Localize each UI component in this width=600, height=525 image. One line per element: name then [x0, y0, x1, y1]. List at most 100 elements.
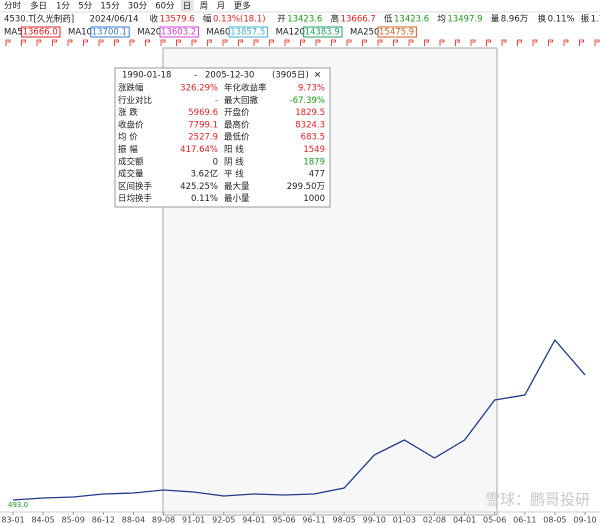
tab[interactable]: 1分	[56, 2, 70, 12]
stat-value: 2527.9	[188, 133, 218, 143]
range-sep: -	[194, 71, 197, 81]
stat-value: 683.5	[301, 133, 325, 143]
ma-name: MA250	[350, 28, 379, 38]
stat-value: 1549	[303, 145, 325, 155]
tab[interactable]: 60分	[155, 2, 175, 12]
x-tick-label: 91-01	[182, 516, 205, 525]
info-label: 换	[538, 14, 547, 25]
flag	[52, 39, 57, 46]
info-label: 均	[437, 14, 446, 25]
ma-name: MA10	[68, 28, 92, 38]
flag	[269, 39, 274, 46]
stat-label: 均 价	[118, 132, 138, 143]
flag	[393, 39, 398, 46]
x-tick-label: 01-03	[393, 516, 416, 525]
ma-name: MA5	[4, 28, 23, 38]
stat-value: 1000	[303, 194, 325, 204]
flag	[331, 39, 336, 46]
stat-label: 成交额	[118, 156, 144, 167]
x-tick-label: 88-04	[122, 516, 145, 525]
stat-label: 涨 跌	[118, 107, 138, 118]
info-value: 13497.9	[447, 15, 482, 25]
info-value: 1.79%	[591, 15, 600, 25]
info-value: 13666.7	[341, 15, 376, 25]
ma-value: 13666.0	[23, 28, 58, 38]
ma-name: MA120	[276, 28, 305, 38]
info-label: 高	[331, 14, 340, 25]
flag	[5, 39, 11, 46]
stat-value: 3.62亿	[191, 169, 218, 180]
ma-box	[377, 26, 417, 38]
info-value: 0.13%(18.1)	[213, 15, 266, 25]
tab[interactable]: 更多	[234, 1, 252, 12]
stat-value: 477	[309, 170, 325, 180]
stat-value: 8324.3	[295, 120, 325, 130]
tab[interactable]: 周	[200, 2, 209, 12]
ma-box	[90, 26, 130, 38]
flag	[176, 39, 181, 46]
ma-value: 13857.5	[230, 28, 265, 38]
stat-value: 7799.1	[188, 120, 218, 130]
x-tick-label: 04-01	[453, 516, 476, 525]
tab[interactable]: 5分	[78, 2, 92, 12]
tab[interactable]: 分时	[4, 1, 22, 12]
range-start: 1990-01-18	[122, 71, 171, 81]
stat-value: -	[215, 96, 218, 106]
flag	[253, 39, 259, 46]
stat-value: 326.29%	[180, 84, 218, 94]
range-end: 2005-12-30	[205, 71, 254, 81]
flag	[532, 39, 538, 46]
watermark: 雪球：鹏哥投研	[485, 491, 590, 509]
info-label: 开	[277, 15, 286, 25]
tab[interactable]: 15分	[100, 2, 120, 12]
flag	[191, 39, 197, 46]
ma-box	[303, 26, 343, 38]
flag	[67, 39, 73, 46]
ma-box	[228, 26, 269, 38]
flag	[160, 39, 166, 46]
stat-label: 最小量	[224, 193, 250, 204]
flag	[129, 39, 135, 46]
info-value: 0.11%	[548, 15, 575, 25]
ma-name: MA20	[137, 28, 161, 38]
stat-value: 0.11%	[191, 194, 218, 204]
info-value: 8.96万	[501, 15, 528, 25]
close[interactable]: ✕	[314, 71, 321, 81]
x-tick-label: 83-01	[1, 516, 24, 525]
flag	[207, 39, 212, 46]
stat-label: 行业对比	[118, 95, 152, 106]
flag	[238, 39, 243, 46]
stat-label: 年化收益率	[224, 83, 267, 94]
tab[interactable]: 30分	[128, 2, 148, 12]
ma-value: 15475.9	[379, 28, 414, 38]
flag	[300, 39, 305, 46]
stat-label: 最大回撤	[224, 95, 259, 106]
low-label: 493.0	[8, 501, 28, 509]
x-tick-label: 89-08	[152, 516, 175, 525]
flag	[517, 39, 522, 46]
stat-value: -67.39%	[290, 96, 325, 106]
stat-value: 299.50万	[287, 182, 325, 192]
x-tick-label: 06-11	[513, 516, 536, 525]
stat-label: 成交量	[118, 169, 144, 180]
x-tick-label: 02-08	[423, 516, 446, 525]
flag	[36, 39, 42, 46]
stat-value: 1829.5	[295, 108, 325, 118]
tab[interactable]: 多日	[30, 1, 47, 12]
stat-label: 阴 线	[224, 156, 244, 167]
x-tick-label: 98-05	[333, 516, 356, 525]
flag	[563, 39, 569, 46]
tab[interactable]: 月	[217, 2, 226, 12]
ma-box	[159, 26, 199, 38]
stat-label: 阳 线	[224, 144, 244, 155]
price-line	[12, 338, 586, 501]
x-tick-label: 92-05	[212, 516, 235, 525]
info-label: 振	[581, 14, 590, 25]
info-value: 13423.6	[394, 15, 429, 25]
info-value: 13423.6	[287, 15, 322, 25]
flag	[362, 39, 367, 46]
flag	[439, 39, 445, 46]
flag	[377, 39, 383, 46]
tab[interactable]: 日	[183, 2, 192, 12]
